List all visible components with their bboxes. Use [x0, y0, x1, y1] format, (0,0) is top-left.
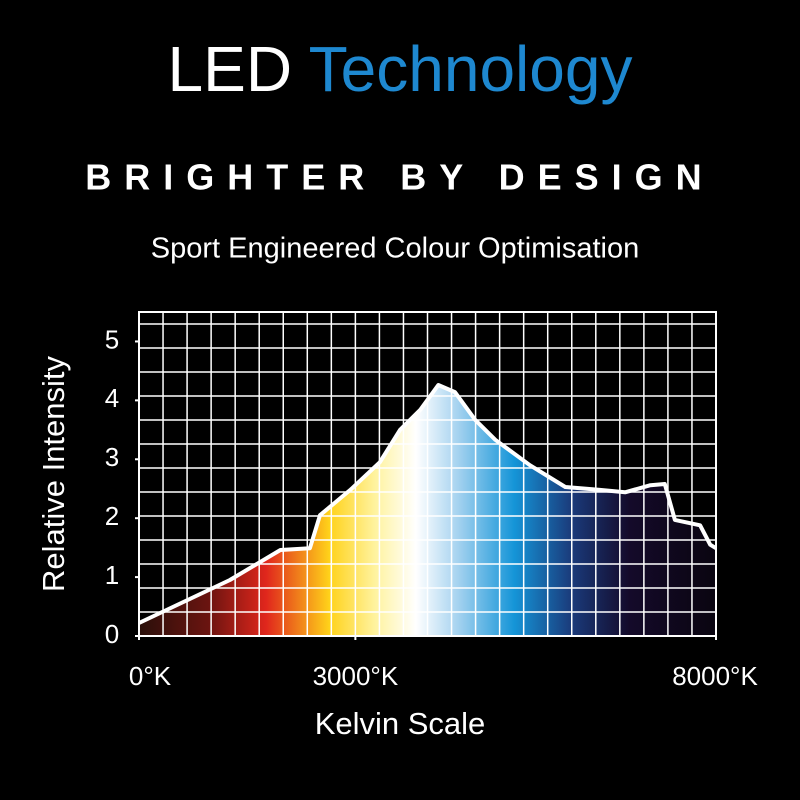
y-tick-label: 1 [105, 560, 119, 590]
x-axis-label: Kelvin Scale [315, 706, 486, 741]
x-tick-label: 0°K [129, 661, 172, 691]
y-tick-label: 3 [105, 442, 119, 472]
title-word: LED [168, 33, 293, 105]
y-tick-label: 4 [105, 383, 119, 413]
title-word: Technology [309, 33, 633, 105]
plot-area [135, 311, 718, 640]
intensity-line [138, 383, 718, 625]
chart-title: LED Technology [168, 33, 633, 105]
y-tick-label: 0 [105, 619, 119, 649]
plot-frame [138, 311, 717, 637]
y-axis-label: Relative Intensity [36, 355, 71, 592]
x-tick-label: 8000°K [672, 661, 758, 691]
y-tick-label: 2 [105, 501, 119, 531]
subtitle: BRIGHTER BY DESIGN [85, 157, 714, 198]
tagline: Sport Engineered Colour Optimisation [151, 233, 639, 265]
y-tick-label: 5 [105, 324, 119, 354]
x-tick-label: 3000°K [313, 661, 399, 691]
